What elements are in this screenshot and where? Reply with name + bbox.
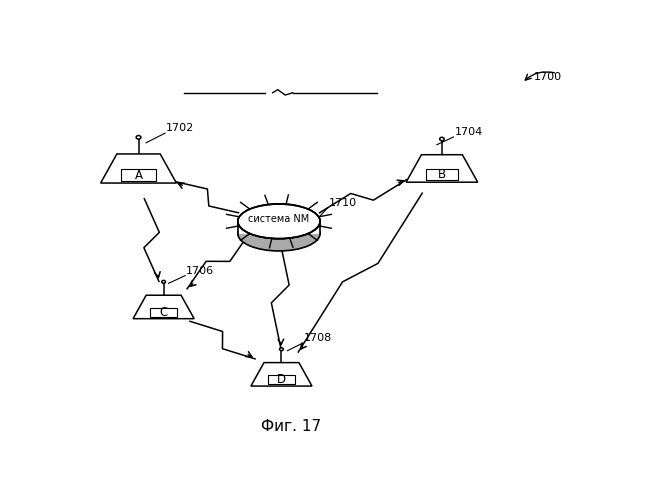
Ellipse shape [238, 204, 320, 238]
Text: 1700: 1700 [534, 72, 562, 82]
Text: 1706: 1706 [186, 266, 214, 276]
Text: 1704: 1704 [454, 127, 483, 137]
Text: C: C [159, 306, 168, 319]
Polygon shape [133, 295, 194, 318]
Bar [426, 170, 458, 180]
Polygon shape [406, 154, 477, 182]
Text: система NM: система NM [248, 214, 309, 224]
Circle shape [280, 348, 283, 350]
Ellipse shape [238, 204, 320, 238]
Circle shape [136, 136, 141, 139]
Bar [122, 170, 156, 181]
Ellipse shape [238, 216, 320, 251]
Text: 1710: 1710 [329, 198, 357, 208]
Bar [150, 308, 177, 317]
Circle shape [440, 138, 444, 140]
Ellipse shape [239, 204, 319, 225]
Text: Фиг. 17: Фиг. 17 [261, 419, 322, 434]
Text: 1702: 1702 [166, 123, 194, 133]
Text: 1708: 1708 [304, 333, 333, 343]
Bar [238, 222, 320, 234]
Circle shape [162, 280, 166, 283]
Bar [268, 375, 295, 384]
Polygon shape [101, 154, 177, 183]
Polygon shape [251, 362, 312, 386]
Text: B: B [438, 168, 446, 181]
Text: A: A [135, 169, 142, 182]
Text: D: D [277, 374, 286, 386]
